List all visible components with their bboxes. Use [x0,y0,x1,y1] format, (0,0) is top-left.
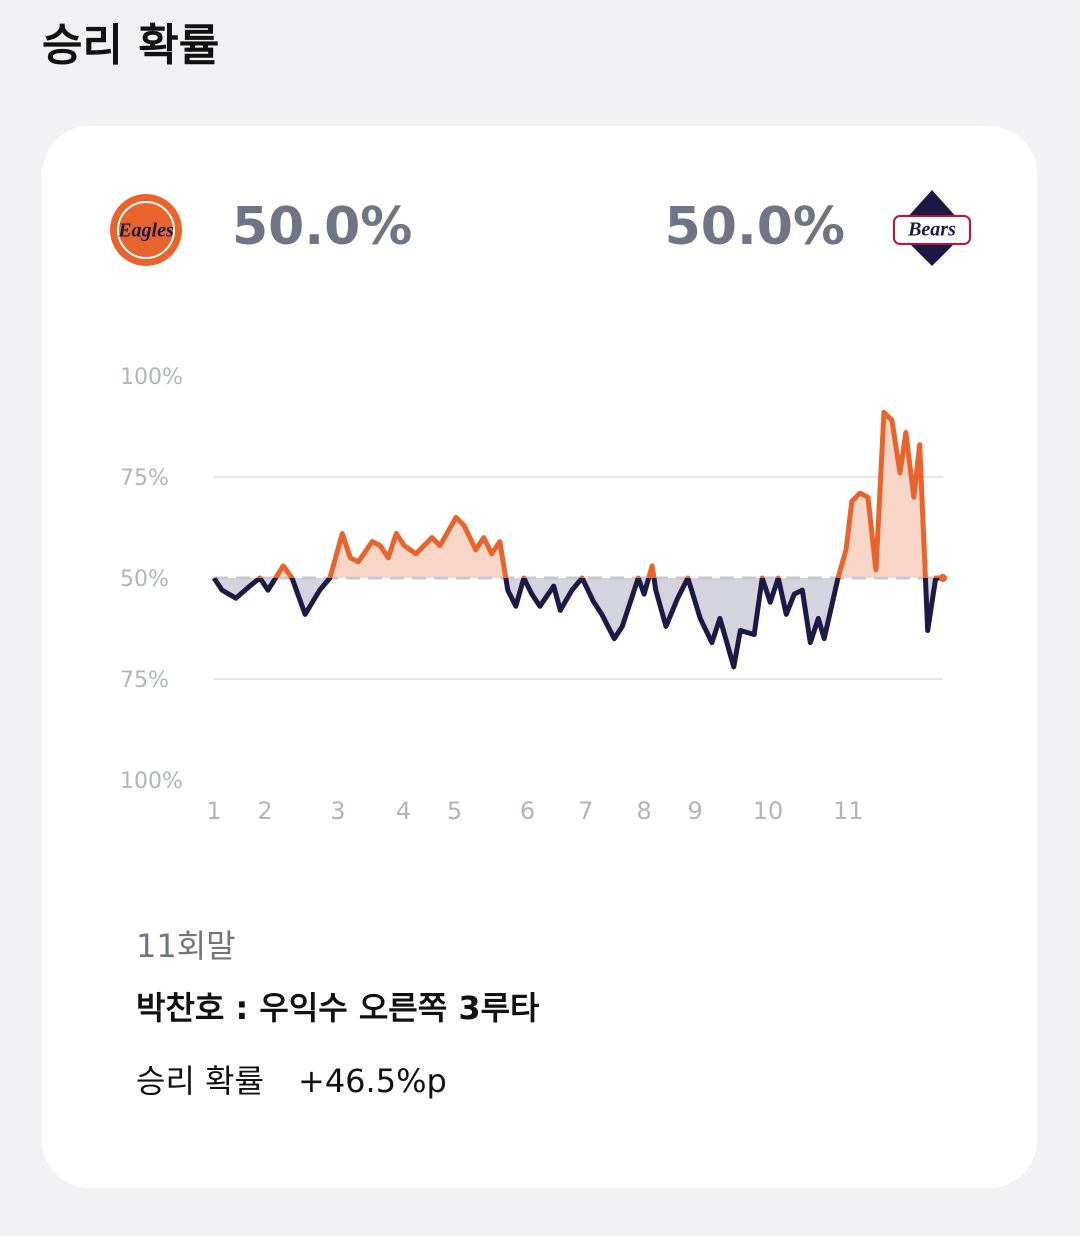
probability-label: 승리 확률 [136,1062,264,1100]
x-tick-label: 10 [753,797,784,825]
y-tick-label: 50% [120,567,169,592]
last-point [939,574,947,582]
team-probability: 50.0% [665,197,845,257]
eagles-logo: Eagles [110,194,182,266]
y-tick-label: 75% [120,668,169,693]
probability-delta: +46.5%p [298,1062,447,1100]
card [42,126,1037,1188]
y-tick-label: 100% [120,769,183,794]
x-tick-label: 2 [257,797,272,825]
y-tick-label: 75% [120,466,169,491]
play: 박찬호 : 우익수 오른쪽 3루타 [136,989,540,1027]
x-tick-label: 4 [396,797,411,825]
x-tick-label: 3 [330,797,345,825]
chart: 100% 75% 50% 75% 100% 1 2 3 4 5 6 7 8 9 10 11 [120,365,947,825]
x-tick-label: 8 [636,797,651,825]
team-probability: 50.0% [232,197,412,257]
inning: 11회말 [136,927,236,965]
x-tick-label: 7 [578,797,593,825]
line-above [214,409,943,578]
x-tick-label: 6 [520,797,535,825]
bears-logo: Bears [893,190,971,266]
x-tick-label: 11 [833,797,864,825]
x-tick-label: 5 [447,797,462,825]
logo-text: Eagles [117,220,174,242]
x-tick-label: 1 [206,797,221,825]
x-tick-label: 9 [687,797,702,825]
logo-text: Bears [907,219,956,241]
line-below [211,578,943,670]
page-title: 승리 확률 [42,20,219,71]
y-tick-label: 100% [120,365,183,390]
